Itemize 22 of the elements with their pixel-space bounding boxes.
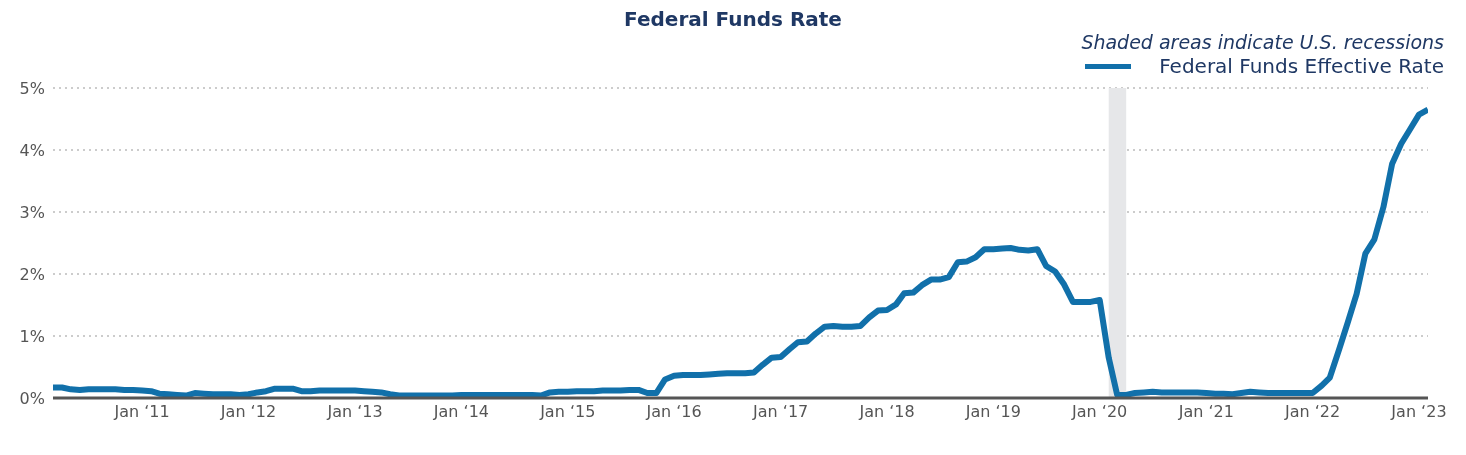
x-tick-label: Jan ‘22 <box>1284 402 1341 422</box>
legend-label: Federal Funds Effective Rate <box>1159 54 1444 78</box>
x-tick-label: Jan ‘23 <box>1390 402 1447 422</box>
y-tick-label: 3% <box>19 202 45 222</box>
y-tick-label: 2% <box>19 264 45 284</box>
x-tick-label: Jan ‘13 <box>326 402 383 422</box>
x-tick-label: Jan ‘21 <box>1177 402 1234 422</box>
x-tick-label: Jan ‘19 <box>964 402 1021 422</box>
x-tick-label: Jan ‘15 <box>539 402 596 422</box>
text: Shaded areas indicate U.S. recessions <box>1080 30 1444 54</box>
x-tick-label: Jan ‘16 <box>645 402 702 422</box>
x-tick-label: Jan ‘17 <box>752 402 809 422</box>
x-tick-label: Jan ‘11 <box>113 402 170 422</box>
y-tick-label: 4% <box>19 140 45 160</box>
x-tick-label: Jan ‘14 <box>432 402 490 422</box>
y-tick-label: 0% <box>19 388 45 408</box>
y-tick-label: 1% <box>19 326 45 346</box>
x-tick-label: Jan ‘18 <box>858 402 915 422</box>
y-tick-label: 5% <box>19 78 45 98</box>
x-tick-label: Jan ‘12 <box>219 402 277 422</box>
chart-title: Federal Funds Rate <box>623 7 843 31</box>
x-tick-label: Jan ‘20 <box>1071 402 1128 422</box>
